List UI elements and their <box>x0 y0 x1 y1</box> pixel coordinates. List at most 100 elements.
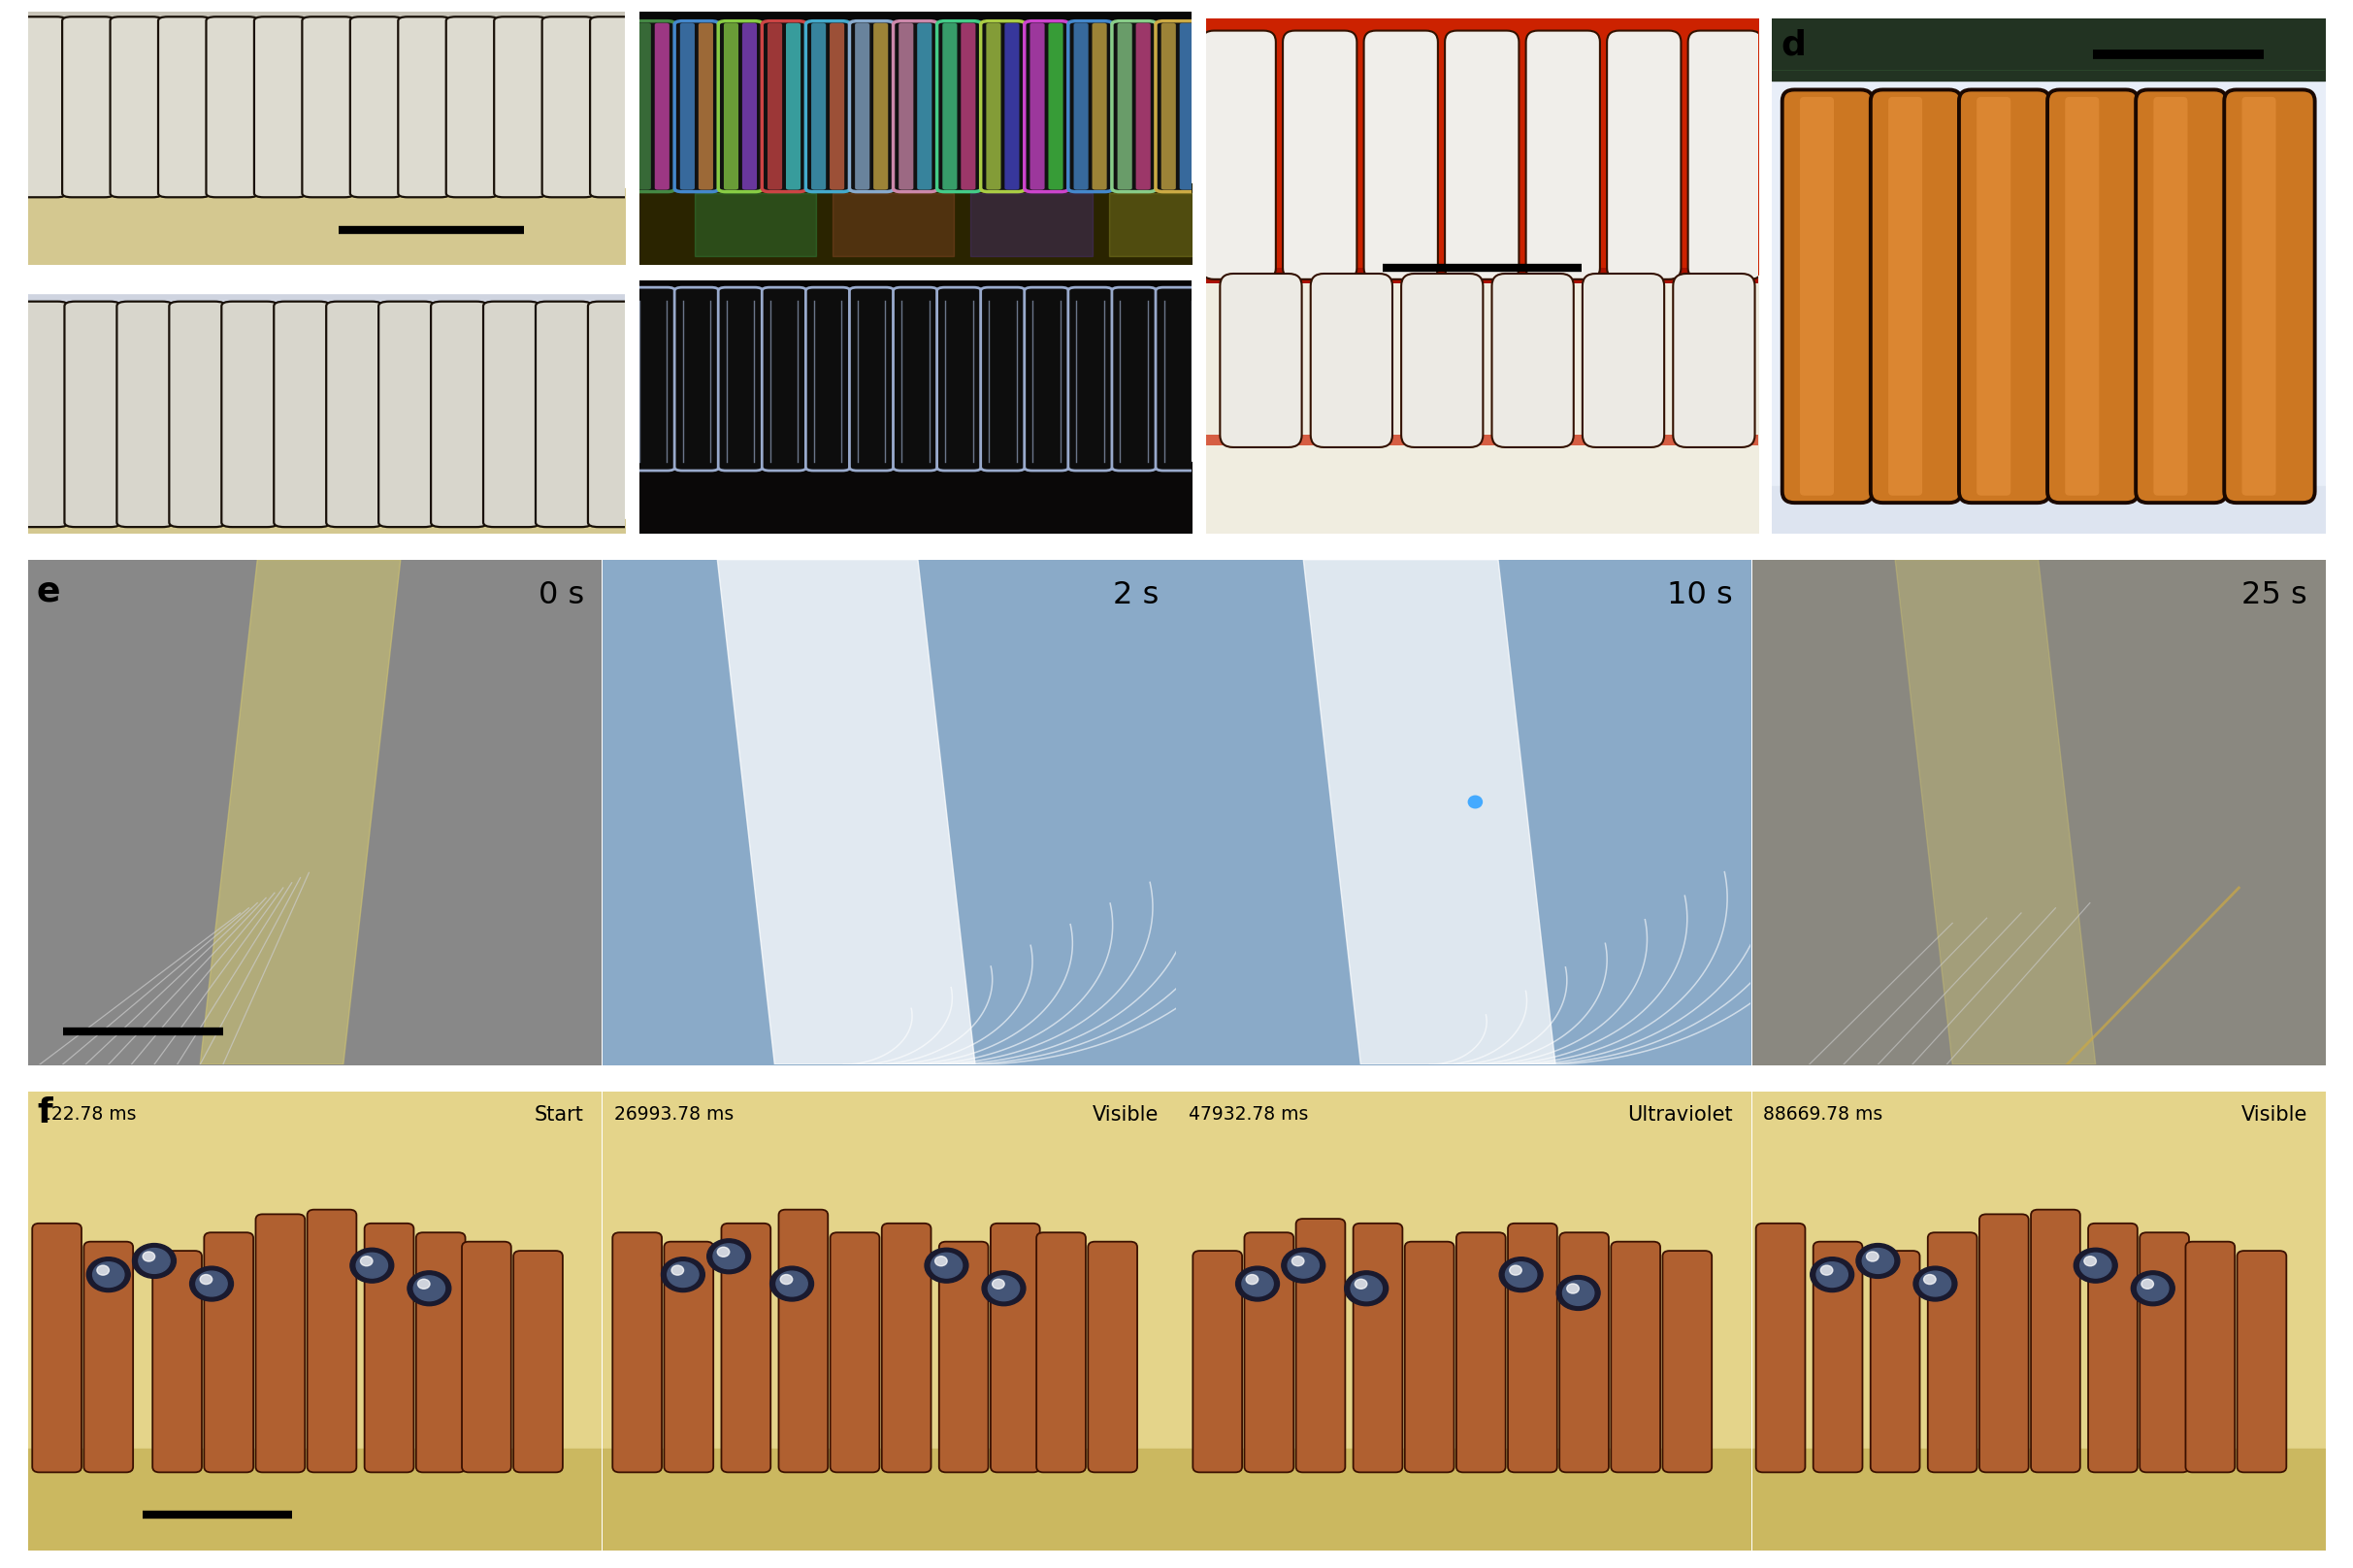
FancyBboxPatch shape <box>33 1223 82 1472</box>
Circle shape <box>1821 1265 1833 1275</box>
FancyBboxPatch shape <box>431 301 487 527</box>
FancyBboxPatch shape <box>944 24 958 190</box>
FancyBboxPatch shape <box>1068 287 1113 470</box>
FancyBboxPatch shape <box>158 17 209 198</box>
FancyBboxPatch shape <box>882 1223 932 1472</box>
FancyBboxPatch shape <box>153 1251 202 1472</box>
FancyBboxPatch shape <box>718 20 762 191</box>
Text: 25 s: 25 s <box>2242 580 2308 610</box>
Text: f: f <box>38 1096 52 1129</box>
Circle shape <box>781 1275 793 1284</box>
FancyBboxPatch shape <box>918 24 932 190</box>
FancyBboxPatch shape <box>2087 1223 2137 1472</box>
FancyBboxPatch shape <box>1049 24 1064 190</box>
FancyBboxPatch shape <box>699 24 713 190</box>
FancyBboxPatch shape <box>1179 24 1195 190</box>
FancyBboxPatch shape <box>1219 274 1301 447</box>
FancyBboxPatch shape <box>1673 274 1755 447</box>
Text: 45°: 45° <box>1113 22 1169 50</box>
FancyBboxPatch shape <box>1457 1232 1506 1472</box>
Circle shape <box>360 1256 372 1265</box>
FancyBboxPatch shape <box>2153 97 2188 495</box>
FancyBboxPatch shape <box>939 1242 988 1472</box>
FancyBboxPatch shape <box>588 301 645 527</box>
FancyBboxPatch shape <box>1282 31 1358 279</box>
FancyBboxPatch shape <box>631 20 675 191</box>
FancyBboxPatch shape <box>482 301 539 527</box>
FancyBboxPatch shape <box>256 1214 306 1472</box>
Circle shape <box>1511 1265 1522 1275</box>
FancyBboxPatch shape <box>1584 274 1664 447</box>
FancyBboxPatch shape <box>1871 1251 1920 1472</box>
FancyBboxPatch shape <box>741 24 758 190</box>
FancyBboxPatch shape <box>1113 20 1155 191</box>
FancyBboxPatch shape <box>1113 287 1155 470</box>
FancyBboxPatch shape <box>61 17 113 198</box>
Circle shape <box>200 1275 212 1284</box>
FancyBboxPatch shape <box>14 17 66 198</box>
FancyBboxPatch shape <box>675 287 718 470</box>
Circle shape <box>2085 1256 2097 1265</box>
FancyBboxPatch shape <box>1297 1218 1346 1472</box>
FancyBboxPatch shape <box>635 24 652 190</box>
FancyBboxPatch shape <box>327 301 381 527</box>
Circle shape <box>1235 1267 1280 1301</box>
Text: 2 s: 2 s <box>1113 580 1158 610</box>
Circle shape <box>1817 1262 1847 1287</box>
FancyBboxPatch shape <box>1068 20 1113 191</box>
FancyBboxPatch shape <box>1445 31 1520 279</box>
FancyBboxPatch shape <box>1087 1242 1136 1472</box>
Text: b: b <box>647 19 673 52</box>
FancyBboxPatch shape <box>981 287 1026 470</box>
FancyBboxPatch shape <box>591 17 642 198</box>
Circle shape <box>144 1251 155 1261</box>
FancyBboxPatch shape <box>1193 1251 1242 1472</box>
FancyBboxPatch shape <box>664 1242 713 1472</box>
FancyBboxPatch shape <box>273 301 329 527</box>
Circle shape <box>988 1276 1019 1301</box>
Circle shape <box>706 1239 751 1273</box>
FancyBboxPatch shape <box>1031 24 1045 190</box>
FancyBboxPatch shape <box>1311 274 1393 447</box>
FancyBboxPatch shape <box>1202 31 1275 279</box>
Text: 88669.78 ms: 88669.78 ms <box>1762 1105 1882 1124</box>
FancyBboxPatch shape <box>207 17 259 198</box>
FancyBboxPatch shape <box>675 20 718 191</box>
Polygon shape <box>1894 560 2097 1065</box>
Circle shape <box>932 1253 962 1278</box>
FancyBboxPatch shape <box>1402 274 1482 447</box>
FancyBboxPatch shape <box>1800 97 1833 495</box>
Circle shape <box>1558 1275 1600 1311</box>
Circle shape <box>1355 1279 1367 1289</box>
FancyBboxPatch shape <box>1155 287 1200 470</box>
Polygon shape <box>1304 560 1555 1065</box>
Circle shape <box>87 1258 129 1292</box>
Circle shape <box>351 1248 393 1283</box>
FancyBboxPatch shape <box>1887 97 1922 495</box>
FancyBboxPatch shape <box>398 17 449 198</box>
FancyBboxPatch shape <box>960 24 976 190</box>
FancyBboxPatch shape <box>805 287 849 470</box>
Circle shape <box>407 1272 452 1306</box>
FancyBboxPatch shape <box>118 301 172 527</box>
FancyBboxPatch shape <box>301 17 353 198</box>
FancyBboxPatch shape <box>254 17 306 198</box>
Circle shape <box>92 1262 125 1287</box>
FancyBboxPatch shape <box>849 287 894 470</box>
Circle shape <box>1247 1275 1259 1284</box>
FancyBboxPatch shape <box>379 301 435 527</box>
Text: e: e <box>38 575 61 608</box>
FancyBboxPatch shape <box>631 287 675 470</box>
Circle shape <box>195 1272 228 1297</box>
Circle shape <box>1344 1272 1388 1306</box>
FancyBboxPatch shape <box>2031 1209 2080 1472</box>
Circle shape <box>1287 1253 1320 1278</box>
FancyBboxPatch shape <box>805 20 849 191</box>
Circle shape <box>1292 1256 1304 1265</box>
Text: c: c <box>1214 30 1235 63</box>
FancyBboxPatch shape <box>680 24 694 190</box>
FancyBboxPatch shape <box>447 17 499 198</box>
Circle shape <box>1809 1258 1854 1292</box>
Circle shape <box>191 1267 233 1301</box>
Circle shape <box>1925 1275 1937 1284</box>
